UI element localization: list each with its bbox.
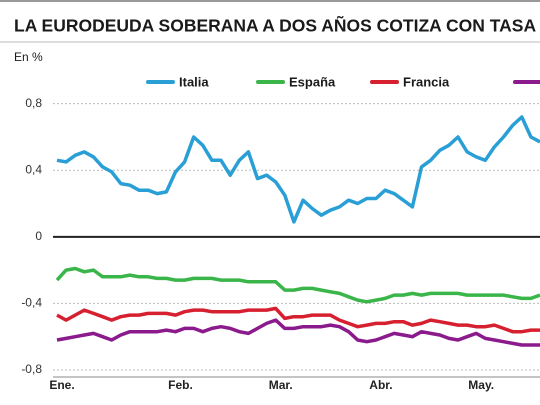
y-tick-label: 0,8: [25, 96, 42, 110]
x-tick-label: Abr.: [369, 378, 392, 392]
series-line: [56, 318, 540, 347]
y-tick-label: -0,4: [21, 296, 42, 310]
x-tick-label: Feb.: [168, 378, 193, 392]
y-tick-label: 0,4: [25, 162, 42, 176]
series-line: [56, 306, 540, 334]
y-axis-label: En %: [14, 50, 43, 64]
legend-label: Italia: [179, 74, 209, 89]
x-tick-label: Mar.: [269, 378, 293, 392]
x-tick-label: May.: [468, 378, 494, 392]
series-line: [55, 266, 540, 304]
x-tick-label: Ene.: [49, 378, 74, 392]
legend-label: Francia: [403, 74, 450, 89]
chart-title: LA EURODEUDA SOBERANA A DOS AÑOS COTIZA …: [14, 15, 536, 36]
series-line: [56, 115, 540, 224]
y-tick-label: 0: [35, 229, 42, 243]
y-tick-label: -0,8: [21, 362, 42, 376]
legend-label: España: [289, 74, 336, 89]
